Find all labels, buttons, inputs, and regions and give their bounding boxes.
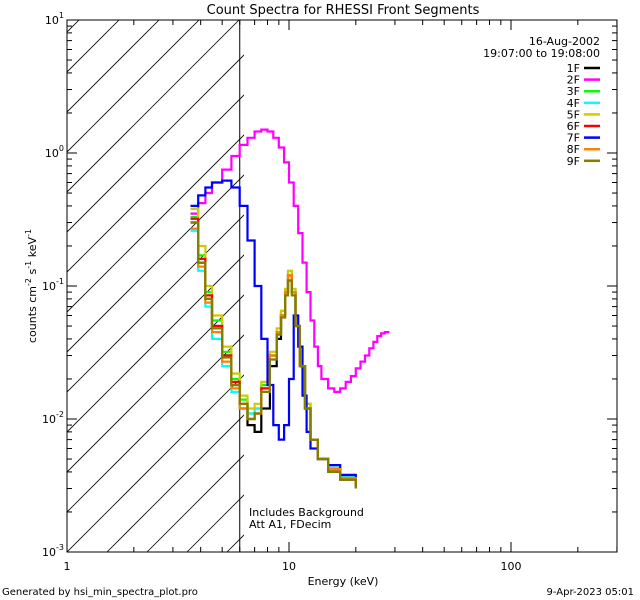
series-line-2F [190, 128, 390, 393]
y-tick-label: 10-2 [42, 410, 64, 426]
hatch-line [67, 20, 160, 113]
y-tick-label: 100 [45, 144, 64, 160]
legend-label: 8F [567, 143, 580, 156]
legend-label: 3F [567, 85, 580, 98]
hatch-line [67, 20, 120, 73]
x-axis-label: Energy (keV) [308, 575, 379, 588]
legend-time-range: 19:07:00 to 19:08:00 [483, 47, 600, 60]
x-tick-label-left: 1 [64, 560, 71, 573]
annotation-background: Includes Background [249, 506, 364, 519]
plot-frame [66, 19, 618, 553]
series-line-5F [190, 207, 357, 489]
hatch-line [67, 334, 244, 513]
series-group [190, 128, 390, 489]
series-line-4F [190, 229, 357, 485]
x-axis: 10 100 [66, 20, 618, 573]
hatch-line [67, 54, 244, 233]
annotation-attenuator: Att A1, FDecim [249, 518, 331, 531]
hatch-line [67, 20, 240, 193]
footer-generated-by: Generated by hsi_min_spectra_plot.pro [2, 587, 198, 598]
legend-label: 5F [567, 108, 580, 121]
y-tick-label: 101 [45, 11, 64, 27]
hatch-line [106, 414, 244, 552]
footer-timestamp: 9-Apr-2023 05:01 [547, 587, 634, 598]
hatch-line [67, 374, 244, 552]
x-tick-label: 100 [501, 560, 522, 573]
legend-label: 7F [567, 132, 580, 145]
hatch-line [67, 134, 244, 313]
legend-label: 9F [567, 155, 580, 168]
y-tick-label: 10-3 [42, 543, 64, 559]
hatch-line [67, 294, 244, 473]
hatch-line [67, 20, 80, 33]
series-line-9F [190, 221, 357, 489]
chart-title: Count Spectra for RHESSI Front Segments [207, 3, 480, 18]
legend-label: 6F [567, 120, 580, 133]
legend-date: 16-Aug-2002 [529, 35, 600, 48]
hatch-line [67, 254, 244, 433]
hatch-line [67, 20, 200, 153]
legend-label: 1F [567, 62, 580, 75]
series-line-7F [190, 179, 357, 485]
x-tick-label: 10 [282, 560, 296, 573]
legend-label: 4F [567, 97, 580, 110]
hatched-region [0, 0, 244, 552]
hatch-line [67, 94, 244, 273]
legend-label: 2F [567, 74, 580, 87]
hatch-line [67, 174, 244, 353]
hatch-line [67, 214, 244, 393]
y-axis: 10-3 10-2 10-1 100 101 [42, 11, 617, 559]
y-tick-label: 10-1 [42, 277, 64, 293]
y-axis-label: counts cm-2 s-1 keV-1 [24, 229, 39, 343]
hatch-line [0, 0, 107, 552]
